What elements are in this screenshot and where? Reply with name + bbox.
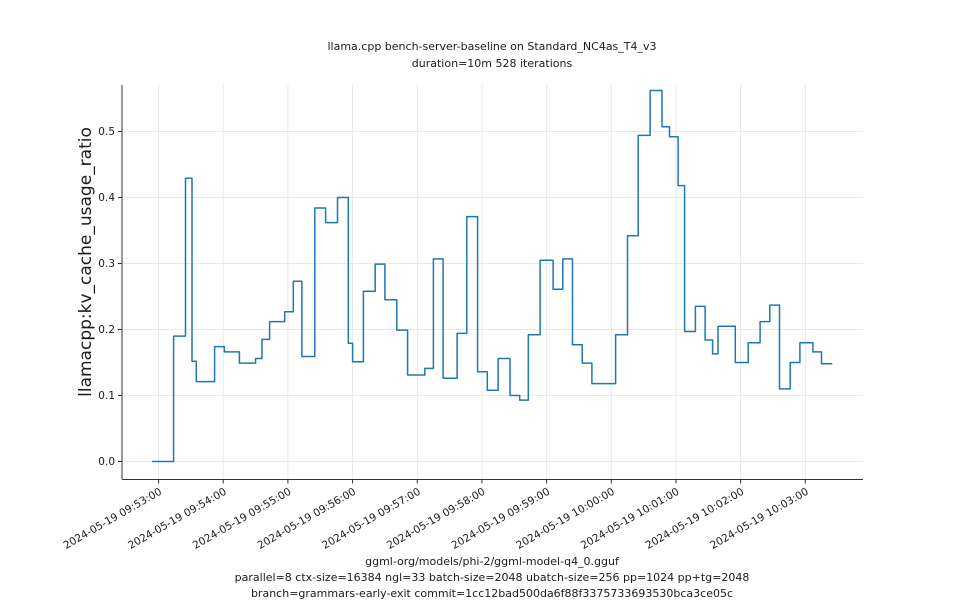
- x-axis-caption: ggml-org/models/phi-2/ggml-model-q4_0.gg…: [235, 554, 750, 600]
- y-tick-label: 0.5: [98, 126, 115, 138]
- chart-title-block: llama.cpp bench-server-baseline on Stand…: [327, 38, 656, 72]
- chart-title: llama.cpp bench-server-baseline on Stand…: [327, 40, 657, 53]
- series-line: [152, 89, 833, 463]
- caption-branch-commit: branch=grammars-early-exit commit=1cc12b…: [250, 587, 734, 600]
- y-tick-label: 0.2: [98, 324, 115, 336]
- y-tick-label: 0.4: [98, 192, 115, 204]
- y-tick-label: 0.0: [98, 456, 115, 468]
- chart-subtitle: duration=10m 528 iterations: [411, 57, 573, 70]
- y-tick-label: 0.1: [98, 390, 115, 402]
- y-tick-label: 0.3: [98, 258, 115, 270]
- caption-model: ggml-org/models/phi-2/ggml-model-q4_0.gg…: [365, 555, 619, 568]
- caption-params: parallel=8 ctx-size=16384 ngl=33 batch-s…: [234, 571, 750, 584]
